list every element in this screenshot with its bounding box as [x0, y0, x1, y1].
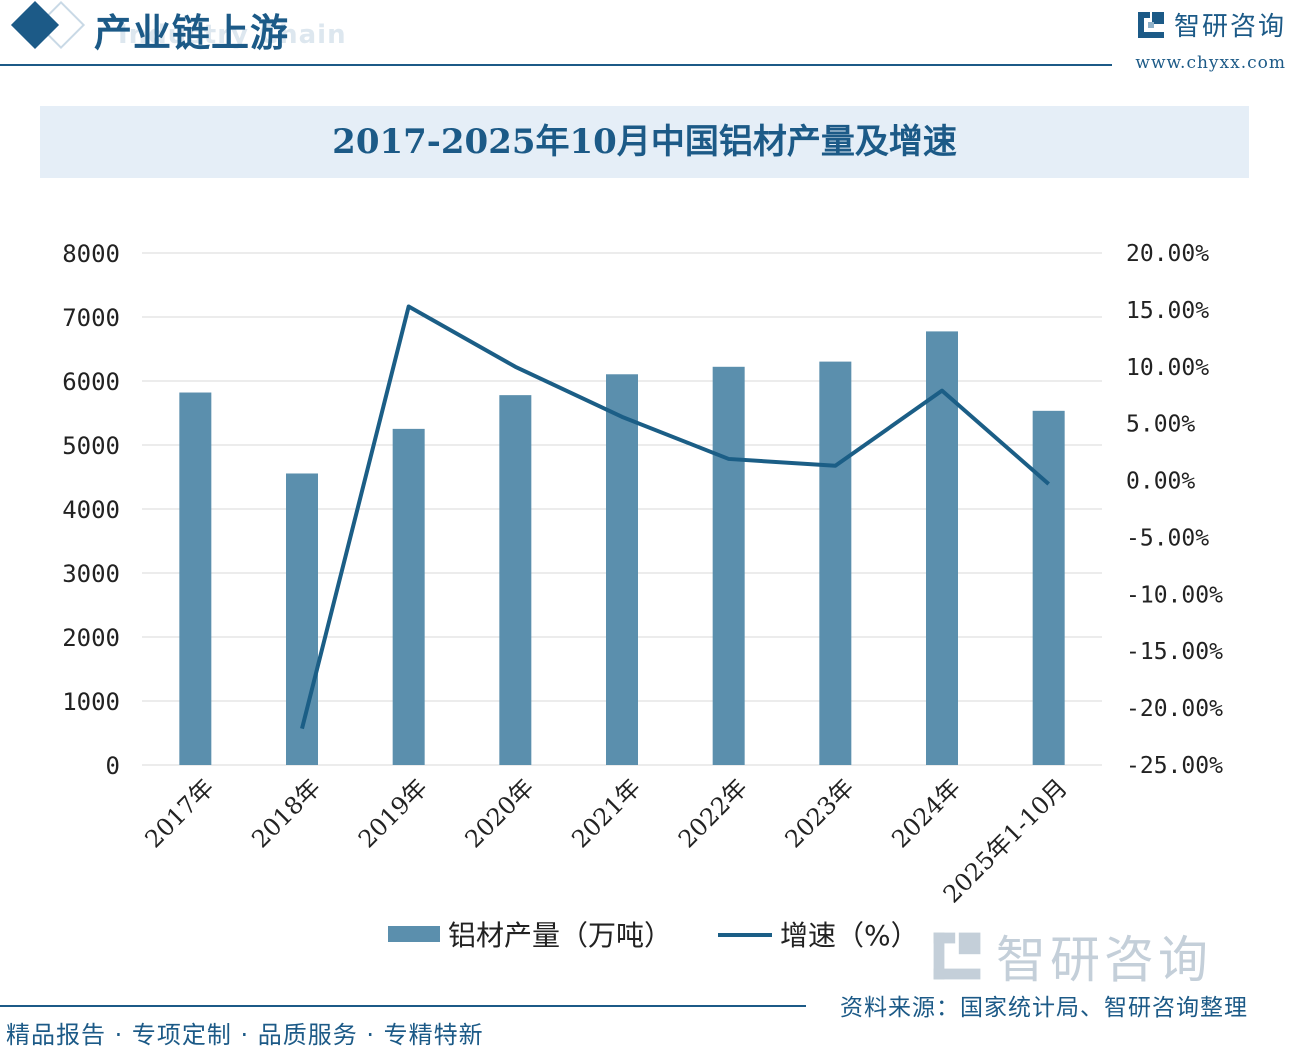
left-axis-tick-label: 7000	[62, 304, 120, 332]
left-axis-tick-label: 1000	[62, 688, 120, 716]
brand-name: 智研咨询	[1173, 12, 1286, 42]
brand-logo-icon	[1137, 11, 1164, 38]
watermark-text: 智研咨询	[996, 931, 1212, 989]
left-axis-tick-label: 8000	[62, 240, 120, 268]
x-axis-tick-label: 2019年	[353, 773, 433, 853]
left-axis-tick-label: 3000	[62, 560, 120, 588]
right-axis-tick-label: 5.00%	[1126, 412, 1195, 438]
chart: 0 1000 2000 3000 4000 5000 6000 7000 8000 -25.00%…	[62, 240, 1223, 952]
right-axis-tick-label: -25.00%	[1126, 753, 1223, 779]
footer-divider	[0, 1005, 806, 1007]
bar	[926, 331, 958, 765]
x-axis-tick-label: 2022年	[673, 773, 753, 853]
legend-label-bar: 铝材产量（万吨）	[448, 919, 672, 952]
bar	[286, 473, 318, 765]
left-axis-tick-label: 6000	[62, 368, 120, 396]
bar	[499, 395, 532, 765]
bar	[1032, 410, 1065, 765]
brand-url[interactable]: www.chyxx.com	[1135, 53, 1286, 73]
x-axis-tick-label: 2020年	[460, 773, 540, 853]
right-axis-tick-label: -10.00%	[1126, 582, 1223, 608]
section-title: 产业链上游	[94, 10, 290, 55]
watermark-logo-icon	[933, 932, 981, 980]
bar	[712, 366, 745, 765]
right-axis-tick-label: -5.00%	[1126, 525, 1209, 551]
right-axis-tick-label: 10.00%	[1126, 355, 1209, 381]
right-axis-tick-label: -20.00%	[1126, 696, 1223, 722]
legend-swatch-bar	[388, 926, 440, 942]
x-axis-tick-label: 2021年	[566, 773, 646, 853]
left-axis-tick-label: 5000	[62, 432, 120, 460]
left-axis-tick-label: 2000	[62, 624, 120, 652]
chart-title: 2017-2025年10月中国铝材产量及增速	[332, 122, 957, 162]
header-divider	[0, 64, 1112, 66]
x-axis-tick-label: 2017年	[140, 773, 220, 853]
header: Industry Chain 产业链上游 智研咨询 www.chyxx.com	[0, 0, 1294, 73]
brand: 智研咨询 www.chyxx.com	[1135, 6, 1286, 73]
bar	[179, 392, 212, 765]
right-axis-tick-label: 20.00%	[1126, 241, 1209, 267]
legend-label-line: 增速（%）	[780, 919, 919, 952]
bar	[819, 361, 852, 765]
left-axis-tick-label: 4000	[62, 496, 120, 524]
footer-slogan: 精品报告 · 专项定制 · 品质服务 · 专精特新	[6, 1021, 484, 1049]
growth-line	[300, 304, 1050, 730]
chart-title-band: 2017-2025年10月中国铝材产量及增速	[40, 106, 1249, 178]
bar	[392, 428, 425, 765]
right-axis-tick-label: -15.00%	[1126, 639, 1223, 665]
left-axis-tick-label: 0	[106, 752, 120, 780]
x-axis-tick-label: 2018年	[246, 773, 326, 853]
source-note: 资料来源：国家统计局、智研咨询整理	[840, 995, 1248, 1021]
x-axis-tick-label: 2023年	[780, 773, 860, 853]
right-axis-tick-label: 0.00%	[1126, 469, 1195, 495]
right-axis-tick-label: 15.00%	[1126, 298, 1209, 324]
watermark-logo: 智研咨询	[930, 920, 1212, 992]
x-axis-tick-label: 2024年	[886, 773, 966, 853]
bar	[606, 374, 638, 765]
section-subtitle: Industry Chain	[118, 20, 347, 50]
